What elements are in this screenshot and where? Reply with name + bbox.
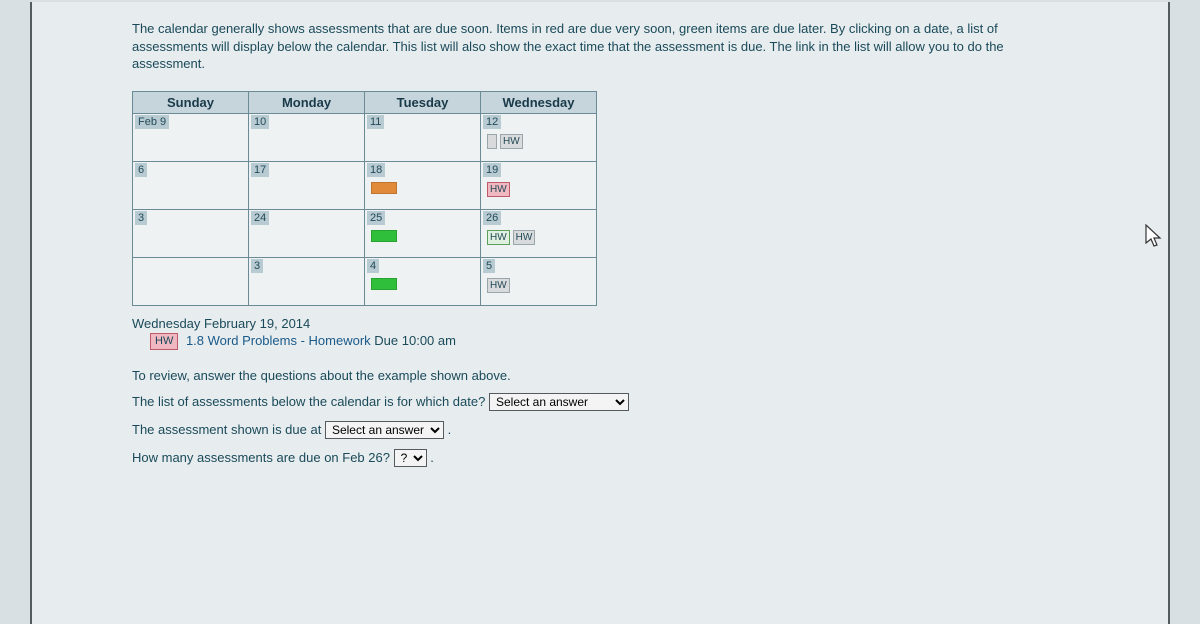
calendar-table: SundayMondayTuesdayWednesday Feb 9 10 11 12…	[132, 91, 597, 306]
calendar-tag	[487, 134, 497, 149]
assessment-link[interactable]: 1.8 Word Problems - Homework	[186, 333, 371, 348]
question-3: How many assessments are due on Feb 26? …	[132, 449, 1068, 467]
review-intro: To review, answer the questions about th…	[132, 368, 1068, 383]
question-1: The list of assessments below the calend…	[132, 393, 1068, 411]
day-number: 26	[483, 211, 501, 225]
q2-text: The assessment shown is due at	[132, 422, 321, 437]
day-number: 25	[367, 211, 385, 225]
calendar-cell[interactable]: 10	[249, 113, 365, 161]
content-frame: The calendar generally shows assessments…	[30, 2, 1170, 624]
calendar-swatch	[371, 182, 397, 194]
day-number: 12	[483, 115, 501, 129]
calendar-tag: HW	[487, 230, 510, 245]
calendar-cell[interactable]	[133, 257, 249, 305]
day-number: 24	[251, 211, 269, 225]
q2-select[interactable]: Select an answer	[325, 421, 444, 439]
calendar-cell[interactable]: 17	[249, 161, 365, 209]
calendar-header-cell: Sunday	[133, 91, 249, 113]
assessment-due: Due 10:00 am	[374, 333, 456, 348]
calendar-cell[interactable]: 4	[365, 257, 481, 305]
q3-text: How many assessments are due on Feb 26?	[132, 450, 390, 465]
q3-after: .	[430, 450, 434, 465]
calendar-cell[interactable]: Feb 9	[133, 113, 249, 161]
calendar-tag: HW	[513, 230, 536, 245]
calendar-tag: HW	[500, 134, 523, 149]
day-number: 4	[367, 259, 379, 273]
calendar-cell[interactable]: 6	[133, 161, 249, 209]
day-number: 3	[135, 211, 147, 225]
q3-select[interactable]: ?	[394, 449, 427, 467]
day-number: 5	[483, 259, 495, 273]
q2-after: .	[448, 422, 452, 437]
day-number: 17	[251, 163, 269, 177]
q1-text: The list of assessments below the calend…	[132, 394, 485, 409]
cell-tags	[371, 182, 476, 194]
calendar-swatch	[371, 230, 397, 242]
question-2: The assessment shown is due at Select an…	[132, 421, 1068, 439]
day-number: 3	[251, 259, 263, 273]
day-number: Feb 9	[135, 115, 169, 129]
selected-date-heading: Wednesday February 19, 2014	[132, 316, 1068, 331]
calendar-header-cell: Tuesday	[365, 91, 481, 113]
day-number: 6	[135, 163, 147, 177]
cell-tags	[371, 230, 476, 242]
hw-badge: HW	[150, 333, 178, 350]
day-number: 10	[251, 115, 269, 129]
calendar-cell[interactable]: 11	[365, 113, 481, 161]
calendar-cell[interactable]: 19 HW	[481, 161, 597, 209]
calendar-tag: HW	[487, 278, 510, 293]
day-number: 18	[367, 163, 385, 177]
q1-select[interactable]: Select an answer	[489, 393, 629, 411]
intro-text: The calendar generally shows assessments…	[132, 20, 1068, 73]
calendar-cell[interactable]: 3	[133, 209, 249, 257]
day-number: 11	[367, 115, 384, 129]
calendar-header-cell: Monday	[249, 91, 365, 113]
calendar-cell[interactable]: 18	[365, 161, 481, 209]
calendar-cell[interactable]: 26 HWHW	[481, 209, 597, 257]
cell-tags: HWHW	[487, 230, 592, 245]
calendar-cell[interactable]: 24	[249, 209, 365, 257]
cell-tags: HW	[487, 278, 592, 293]
calendar-header-cell: Wednesday	[481, 91, 597, 113]
calendar-cell[interactable]: 3	[249, 257, 365, 305]
calendar-cell[interactable]: 12 HW	[481, 113, 597, 161]
assessment-row: HW 1.8 Word Problems - Homework Due 10:0…	[150, 333, 1068, 350]
cell-tags: HW	[487, 134, 592, 149]
calendar-swatch	[371, 278, 397, 290]
cell-tags: HW	[487, 182, 592, 197]
cell-tags	[371, 278, 476, 290]
calendar-cell[interactable]: 25	[365, 209, 481, 257]
calendar-cell[interactable]: 5 HW	[481, 257, 597, 305]
day-number: 19	[483, 163, 501, 177]
calendar-tag: HW	[487, 182, 510, 197]
